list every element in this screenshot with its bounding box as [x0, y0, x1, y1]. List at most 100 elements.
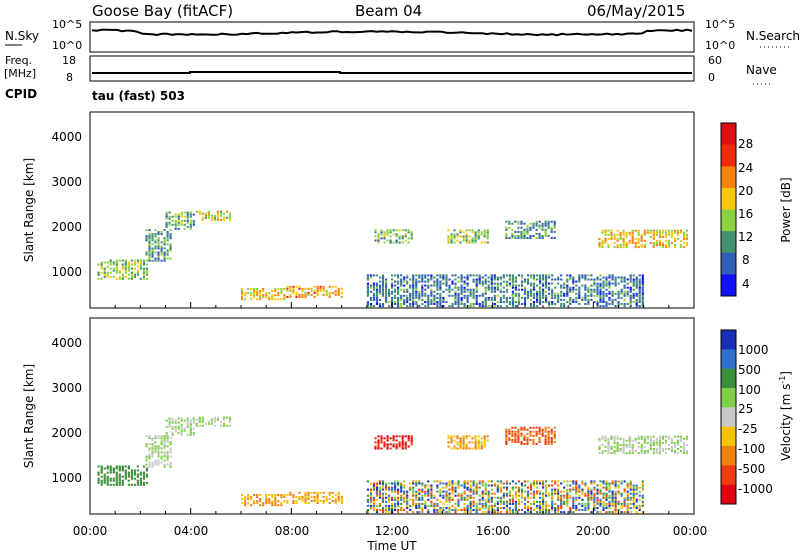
echo-cell	[625, 439, 628, 442]
echo-cell	[400, 498, 403, 501]
echo-cell	[614, 496, 617, 499]
echo-cell	[412, 490, 415, 493]
echo-cell	[620, 482, 623, 485]
echo-cell	[499, 486, 502, 489]
echo-cell	[369, 286, 373, 289]
echo-cell	[601, 435, 604, 438]
echo-cell	[427, 494, 430, 497]
echo-cell	[389, 231, 392, 234]
echo-cell	[274, 504, 277, 507]
echo-cell	[421, 490, 424, 493]
echo-cell	[469, 500, 472, 503]
echo-cell	[189, 419, 192, 422]
echo-cell	[328, 293, 331, 296]
echo-cell	[397, 484, 400, 487]
echo-cell	[523, 428, 526, 431]
echo-cell	[619, 235, 622, 238]
echo-cell	[374, 437, 377, 440]
echo-cell	[605, 486, 608, 489]
echo-cell	[505, 428, 508, 431]
echo-cell	[439, 292, 442, 295]
echo-cell	[334, 293, 337, 296]
echo-cell	[629, 278, 632, 281]
echo-cell	[148, 465, 151, 468]
echo-cell	[529, 228, 532, 231]
echo-cell	[375, 284, 379, 287]
echo-cell	[613, 435, 616, 438]
echo-cell	[508, 492, 511, 495]
echo-cell	[477, 231, 480, 234]
echo-cell	[623, 290, 626, 293]
echo-cell	[486, 233, 489, 236]
echo-cell	[514, 434, 517, 437]
echo-cell	[469, 511, 472, 514]
echo-cell	[532, 492, 536, 495]
echo-cell	[385, 288, 388, 291]
nsearch-label: N.Search	[746, 29, 800, 43]
echo-cell	[487, 288, 490, 291]
echo-cell	[124, 475, 127, 478]
echo-cell	[463, 280, 466, 283]
echo-cell	[165, 433, 168, 436]
echo-cell	[372, 292, 376, 295]
echo-cell	[649, 448, 652, 450]
echo-cell	[496, 278, 499, 281]
echo-cell	[451, 274, 454, 277]
echo-cell	[638, 294, 641, 297]
echo-cell	[403, 490, 406, 493]
echo-cell	[394, 480, 397, 483]
echo-cell	[295, 296, 298, 298]
echo-cell	[369, 492, 373, 495]
echo-cell	[493, 484, 496, 487]
echo-cell	[130, 483, 133, 486]
echo-cell	[397, 280, 400, 283]
echo-cell	[115, 483, 118, 486]
freq-tick-top: 18	[62, 54, 76, 67]
echo-cell	[136, 271, 139, 274]
echo-cell	[481, 490, 484, 493]
echo-cell	[490, 488, 493, 491]
echo-cell	[569, 511, 572, 514]
echo-cell	[481, 498, 484, 501]
echo-cell	[514, 504, 517, 507]
echo-cell	[532, 274, 536, 277]
echo-cell	[433, 284, 436, 287]
echo-cell	[392, 439, 395, 442]
echo-cell	[493, 482, 496, 485]
echo-cell	[439, 288, 442, 291]
echo-cell	[189, 433, 192, 436]
echo-cell	[268, 292, 271, 295]
echo-cell	[505, 235, 508, 237]
x-tick: 00:00	[673, 524, 708, 538]
echo-cell	[505, 434, 508, 437]
echo-cell	[554, 286, 557, 289]
echo-cell	[163, 435, 166, 438]
echo-cell	[448, 509, 451, 511]
echo-cell	[216, 416, 219, 419]
echo-cell	[551, 492, 554, 495]
echo-cell	[322, 491, 325, 494]
echo-cell	[424, 492, 427, 495]
echo-cell	[286, 289, 289, 292]
echo-cell	[121, 469, 124, 472]
echo-cell	[623, 480, 626, 483]
echo-cell	[481, 282, 484, 285]
echo-cell	[283, 496, 286, 499]
echo-cell	[213, 214, 216, 217]
echo-cell	[613, 439, 616, 442]
echo-cell	[641, 286, 644, 289]
echo-cell	[168, 217, 171, 220]
echo-cell	[475, 294, 478, 297]
echo-cell	[490, 305, 493, 308]
echo-cell	[604, 237, 607, 240]
echo-cell	[493, 504, 496, 507]
echo-cell	[505, 226, 508, 229]
echo-cell	[427, 504, 430, 507]
echo-cell	[192, 419, 195, 422]
colorbar-segment	[721, 123, 736, 145]
echo-cell	[667, 246, 670, 249]
echo-cell	[366, 504, 369, 507]
echo-cell	[372, 498, 376, 501]
echo-cell	[469, 496, 472, 499]
echo-cell	[502, 274, 505, 277]
